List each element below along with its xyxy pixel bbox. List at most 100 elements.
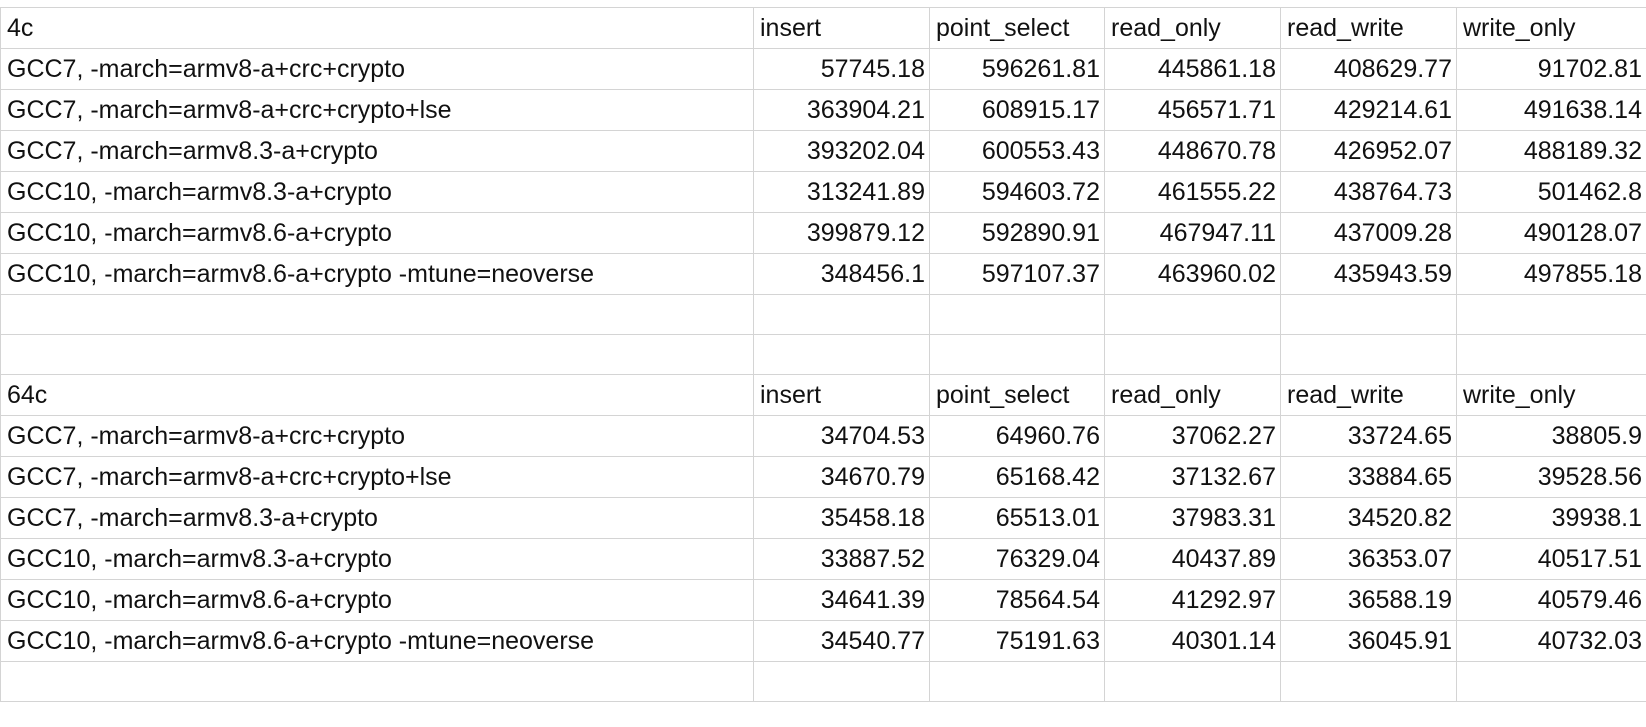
column-header-cell[interactable]: write_only bbox=[1457, 8, 1646, 49]
value-cell[interactable]: 40301.14 bbox=[1105, 621, 1281, 662]
value-cell[interactable]: 313241.89 bbox=[754, 172, 930, 213]
empty-cell[interactable] bbox=[1105, 295, 1281, 335]
config-cell[interactable]: GCC10, -march=armv8.3-a+crypto bbox=[1, 539, 754, 580]
value-cell[interactable]: 501462.8 bbox=[1457, 172, 1646, 213]
value-cell[interactable]: 36588.19 bbox=[1281, 580, 1457, 621]
config-cell[interactable]: GCC10, -march=armv8.6-a+crypto bbox=[1, 580, 754, 621]
value-cell[interactable]: 435943.59 bbox=[1281, 254, 1457, 295]
value-cell[interactable]: 91702.81 bbox=[1457, 49, 1646, 90]
value-cell[interactable]: 448670.78 bbox=[1105, 131, 1281, 172]
empty-cell[interactable] bbox=[1281, 335, 1457, 375]
empty-cell[interactable] bbox=[930, 662, 1105, 702]
value-cell[interactable]: 363904.21 bbox=[754, 90, 930, 131]
value-cell[interactable]: 33884.65 bbox=[1281, 457, 1457, 498]
empty-cell[interactable] bbox=[1105, 335, 1281, 375]
value-cell[interactable]: 34704.53 bbox=[754, 416, 930, 457]
config-cell[interactable]: GCC7, -march=armv8-a+crc+crypto+lse bbox=[1, 90, 754, 131]
value-cell[interactable]: 78564.54 bbox=[930, 580, 1105, 621]
config-cell[interactable]: GCC7, -march=armv8-a+crc+crypto bbox=[1, 49, 754, 90]
value-cell[interactable]: 35458.18 bbox=[754, 498, 930, 539]
value-cell[interactable]: 65168.42 bbox=[930, 457, 1105, 498]
value-cell[interactable]: 37983.31 bbox=[1105, 498, 1281, 539]
value-cell[interactable]: 437009.28 bbox=[1281, 213, 1457, 254]
value-cell[interactable]: 40732.03 bbox=[1457, 621, 1646, 662]
column-header-cell[interactable]: insert bbox=[754, 8, 930, 49]
value-cell[interactable]: 34520.82 bbox=[1281, 498, 1457, 539]
empty-cell[interactable] bbox=[1105, 662, 1281, 702]
config-cell[interactable]: GCC7, -march=armv8-a+crc+crypto bbox=[1, 416, 754, 457]
value-cell[interactable]: 40517.51 bbox=[1457, 539, 1646, 580]
value-cell[interactable]: 36353.07 bbox=[1281, 539, 1457, 580]
column-header-cell[interactable]: write_only bbox=[1457, 375, 1646, 416]
value-cell[interactable]: 33724.65 bbox=[1281, 416, 1457, 457]
config-cell[interactable]: GCC7, -march=armv8.3-a+crypto bbox=[1, 498, 754, 539]
empty-cell[interactable] bbox=[1281, 295, 1457, 335]
column-header-cell[interactable]: point_select bbox=[930, 8, 1105, 49]
column-header-cell[interactable]: read_only bbox=[1105, 375, 1281, 416]
value-cell[interactable]: 438764.73 bbox=[1281, 172, 1457, 213]
value-cell[interactable]: 408629.77 bbox=[1281, 49, 1457, 90]
empty-cell[interactable] bbox=[1457, 662, 1646, 702]
value-cell[interactable]: 490128.07 bbox=[1457, 213, 1646, 254]
value-cell[interactable]: 37062.27 bbox=[1105, 416, 1281, 457]
value-cell[interactable]: 445861.18 bbox=[1105, 49, 1281, 90]
empty-cell[interactable] bbox=[1457, 295, 1646, 335]
value-cell[interactable]: 64960.76 bbox=[930, 416, 1105, 457]
value-cell[interactable]: 34670.79 bbox=[754, 457, 930, 498]
value-cell[interactable]: 393202.04 bbox=[754, 131, 930, 172]
value-cell[interactable]: 592890.91 bbox=[930, 213, 1105, 254]
value-cell[interactable]: 34641.39 bbox=[754, 580, 930, 621]
value-cell[interactable]: 37132.67 bbox=[1105, 457, 1281, 498]
value-cell[interactable]: 463960.02 bbox=[1105, 254, 1281, 295]
config-cell[interactable]: GCC7, -march=armv8-a+crc+crypto+lse bbox=[1, 457, 754, 498]
value-cell[interactable]: 65513.01 bbox=[930, 498, 1105, 539]
value-cell[interactable]: 488189.32 bbox=[1457, 131, 1646, 172]
value-cell[interactable]: 597107.37 bbox=[930, 254, 1105, 295]
empty-cell[interactable] bbox=[754, 295, 930, 335]
value-cell[interactable]: 497855.18 bbox=[1457, 254, 1646, 295]
value-cell[interactable]: 40579.46 bbox=[1457, 580, 1646, 621]
value-cell[interactable]: 491638.14 bbox=[1457, 90, 1646, 131]
value-cell[interactable]: 596261.81 bbox=[930, 49, 1105, 90]
column-header-cell[interactable]: read_only bbox=[1105, 8, 1281, 49]
empty-cell[interactable] bbox=[1457, 335, 1646, 375]
value-cell[interactable]: 39528.56 bbox=[1457, 457, 1646, 498]
value-cell[interactable]: 41292.97 bbox=[1105, 580, 1281, 621]
empty-cell[interactable] bbox=[1, 335, 754, 375]
value-cell[interactable]: 600553.43 bbox=[930, 131, 1105, 172]
value-cell[interactable]: 57745.18 bbox=[754, 49, 930, 90]
config-cell[interactable]: GCC10, -march=armv8.6-a+crypto bbox=[1, 213, 754, 254]
value-cell[interactable]: 33887.52 bbox=[754, 539, 930, 580]
config-cell[interactable]: GCC10, -march=armv8.6-a+crypto -mtune=ne… bbox=[1, 254, 754, 295]
value-cell[interactable]: 76329.04 bbox=[930, 539, 1105, 580]
section-label-cell[interactable]: 4c bbox=[1, 8, 754, 49]
empty-cell[interactable] bbox=[754, 335, 930, 375]
empty-cell[interactable] bbox=[1281, 662, 1457, 702]
value-cell[interactable]: 456571.71 bbox=[1105, 90, 1281, 131]
value-cell[interactable]: 467947.11 bbox=[1105, 213, 1281, 254]
config-cell[interactable]: GCC7, -march=armv8.3-a+crypto bbox=[1, 131, 754, 172]
column-header-cell[interactable]: read_write bbox=[1281, 8, 1457, 49]
value-cell[interactable]: 34540.77 bbox=[754, 621, 930, 662]
value-cell[interactable]: 426952.07 bbox=[1281, 131, 1457, 172]
value-cell[interactable]: 39938.1 bbox=[1457, 498, 1646, 539]
value-cell[interactable]: 36045.91 bbox=[1281, 621, 1457, 662]
config-cell[interactable]: GCC10, -march=armv8.6-a+crypto -mtune=ne… bbox=[1, 621, 754, 662]
empty-cell[interactable] bbox=[754, 662, 930, 702]
value-cell[interactable]: 348456.1 bbox=[754, 254, 930, 295]
empty-cell[interactable] bbox=[1, 295, 754, 335]
column-header-cell[interactable]: insert bbox=[754, 375, 930, 416]
section-label-cell[interactable]: 64c bbox=[1, 375, 754, 416]
value-cell[interactable]: 429214.61 bbox=[1281, 90, 1457, 131]
value-cell[interactable]: 594603.72 bbox=[930, 172, 1105, 213]
value-cell[interactable]: 38805.9 bbox=[1457, 416, 1646, 457]
value-cell[interactable]: 399879.12 bbox=[754, 213, 930, 254]
empty-cell[interactable] bbox=[930, 295, 1105, 335]
config-cell[interactable]: GCC10, -march=armv8.3-a+crypto bbox=[1, 172, 754, 213]
value-cell[interactable]: 461555.22 bbox=[1105, 172, 1281, 213]
value-cell[interactable]: 40437.89 bbox=[1105, 539, 1281, 580]
column-header-cell[interactable]: read_write bbox=[1281, 375, 1457, 416]
empty-cell[interactable] bbox=[930, 335, 1105, 375]
column-header-cell[interactable]: point_select bbox=[930, 375, 1105, 416]
value-cell[interactable]: 608915.17 bbox=[930, 90, 1105, 131]
